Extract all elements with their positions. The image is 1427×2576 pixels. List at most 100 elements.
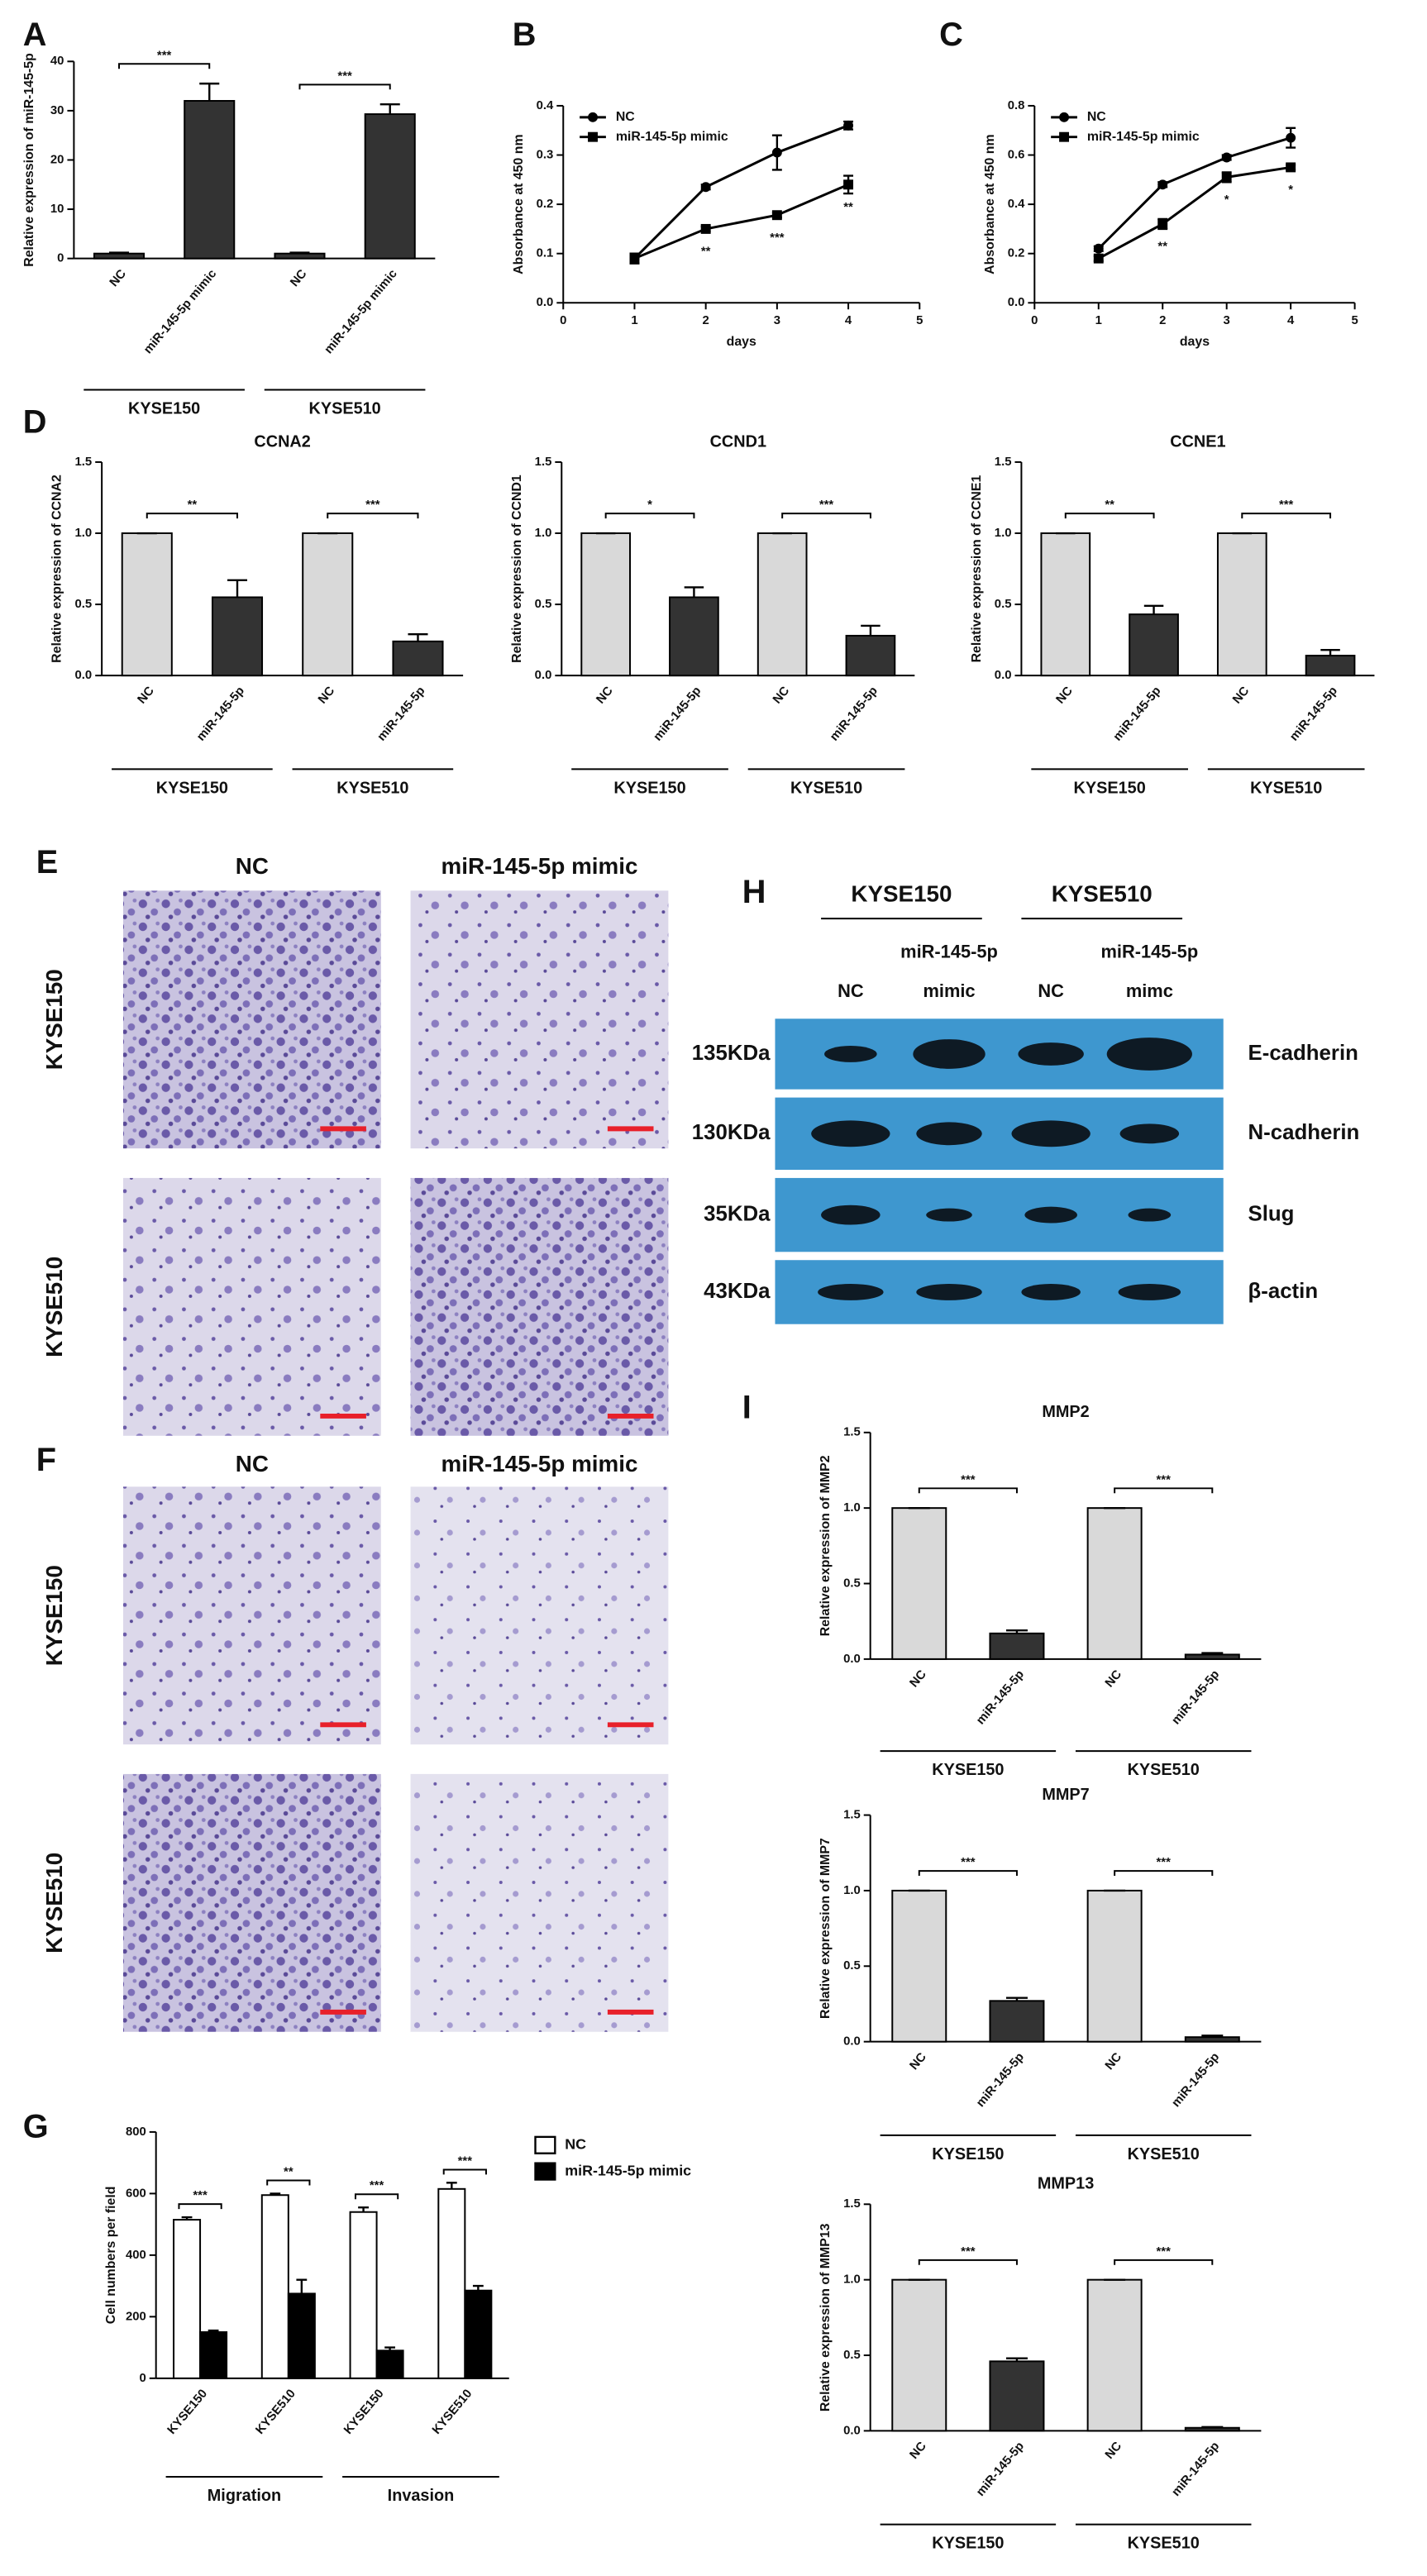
- point: [843, 179, 854, 190]
- row-label: KYSE510: [41, 1853, 67, 1953]
- y-tick-label: 0.5: [843, 1577, 861, 1590]
- chart-title: MMP13: [1038, 2175, 1094, 2193]
- y-axis-label: Cell numbers per field: [104, 2186, 118, 2324]
- bar: [1305, 655, 1356, 677]
- point: [1157, 179, 1168, 190]
- error-bar: [1005, 2357, 1028, 2362]
- blot-band: [916, 1284, 982, 1300]
- bar: [437, 2187, 466, 2379]
- y-tick-label: 0.0: [1008, 296, 1025, 309]
- legend-label: miR-145-5p mimic: [565, 2162, 691, 2178]
- y-tick-label: 30: [50, 104, 64, 117]
- y-tick-label: 0.0: [995, 669, 1012, 682]
- bar: [173, 2219, 202, 2379]
- x-tick-label: miR-145-5p: [1170, 1668, 1223, 1728]
- series-line: [1098, 165, 1291, 260]
- micrograph: [122, 890, 381, 1149]
- y-tick-label: 1.0: [843, 2273, 861, 2287]
- bar: [1040, 532, 1091, 677]
- bar: [1086, 2278, 1143, 2432]
- legend-swatch: [534, 2162, 556, 2181]
- x-tick-label: NC: [771, 685, 792, 707]
- error-bar: [408, 633, 428, 642]
- group-label: KYSE150: [932, 2145, 1004, 2163]
- bar: [1216, 532, 1267, 677]
- significance-label: **: [1105, 499, 1114, 512]
- y-axis-label: Relative expression of CCND1: [510, 475, 524, 663]
- significance-bracket: [298, 83, 391, 90]
- bar: [1086, 1889, 1143, 2043]
- legend-label: NC: [1087, 110, 1106, 124]
- x-tick-label: NC: [316, 685, 337, 707]
- blot-band: [1024, 1206, 1077, 1224]
- bar: [1086, 1507, 1143, 1660]
- y-tick-label: 0.1: [537, 247, 554, 260]
- y-tick-label: 1.0: [843, 1501, 861, 1515]
- micrograph: [410, 1486, 669, 1745]
- y-tick-label: 0.5: [995, 598, 1012, 611]
- y-axis-label: Relative expression of miR-145-5p: [22, 53, 36, 267]
- x-tick-label: 3: [774, 314, 780, 327]
- significance-bracket: [1114, 1870, 1214, 1877]
- bar: [375, 2349, 404, 2379]
- lane-label: mimc: [1126, 980, 1173, 1001]
- y-tick-label: 1.5: [995, 456, 1012, 469]
- y-tick-label: 0.0: [843, 2424, 861, 2437]
- x-tick-label: miR-145-5p mimic: [141, 267, 219, 356]
- y-axis-label: Absorbance at 450 nm: [512, 134, 526, 274]
- x-tick-label: 1: [1095, 314, 1102, 327]
- panel-label: B: [513, 17, 537, 53]
- group-label: Migration: [208, 2487, 281, 2505]
- bar: [274, 252, 326, 260]
- chart-title: MMP7: [1042, 1786, 1089, 1804]
- x-tick-label: NC: [1230, 685, 1252, 707]
- y-tick-label: 0.8: [1008, 99, 1025, 112]
- legend-label: NC: [616, 110, 635, 124]
- blot-band: [1021, 1284, 1081, 1300]
- x-tick-label: miR-145-5p: [974, 2050, 1027, 2110]
- x-tick-label: NC: [288, 267, 309, 289]
- significance-label: *: [1224, 193, 1229, 207]
- x-tick-label: miR-145-5p: [375, 685, 428, 744]
- error-bar: [384, 2346, 396, 2351]
- x-tick-label: NC: [908, 2440, 929, 2462]
- point: [1286, 162, 1296, 173]
- group-label: KYSE150: [932, 2535, 1004, 2553]
- legend-marker: [588, 112, 598, 122]
- error-bar: [270, 2192, 281, 2196]
- significance-bracket: [146, 513, 238, 519]
- group-label: KYSE150: [932, 1761, 1004, 1779]
- micrograph: [122, 1177, 381, 1436]
- bar: [1184, 1653, 1240, 1660]
- point: [1286, 132, 1296, 143]
- x-tick-label: KYSE150: [165, 2388, 210, 2437]
- column-heading: NC: [236, 1451, 269, 1476]
- x-tick-label: NC: [1103, 1667, 1124, 1690]
- bar: [260, 2194, 289, 2379]
- x-tick-label: 0: [560, 314, 566, 327]
- series-line: [1097, 136, 1291, 250]
- bar: [1184, 2426, 1240, 2432]
- significance-label: **: [1157, 241, 1167, 254]
- error-bar: [684, 586, 704, 598]
- x-tick-label: 1: [631, 314, 637, 327]
- x-tick-label: miR-145-5p: [1287, 685, 1340, 744]
- bar: [392, 640, 444, 677]
- x-axis-label: days: [1180, 335, 1210, 349]
- y-tick-label: 0.4: [1008, 198, 1025, 211]
- significance-label: ***: [458, 2154, 473, 2168]
- bar: [756, 532, 808, 677]
- significance-bracket: [1241, 513, 1332, 519]
- bar: [989, 2000, 1045, 2043]
- x-tick-label: miR-145-5p: [974, 1668, 1027, 1728]
- group-label: KYSE510: [790, 779, 862, 797]
- y-tick-label: 0.0: [75, 669, 93, 682]
- y-tick-label: 1.5: [843, 2197, 861, 2211]
- error-bar: [199, 82, 220, 101]
- blot-band: [821, 1205, 881, 1225]
- bar: [989, 1632, 1045, 1660]
- significance-label: ***: [337, 69, 352, 83]
- point: [700, 182, 711, 193]
- chart-title: MMP2: [1042, 1403, 1089, 1421]
- chart-title: CCNA2: [254, 432, 310, 451]
